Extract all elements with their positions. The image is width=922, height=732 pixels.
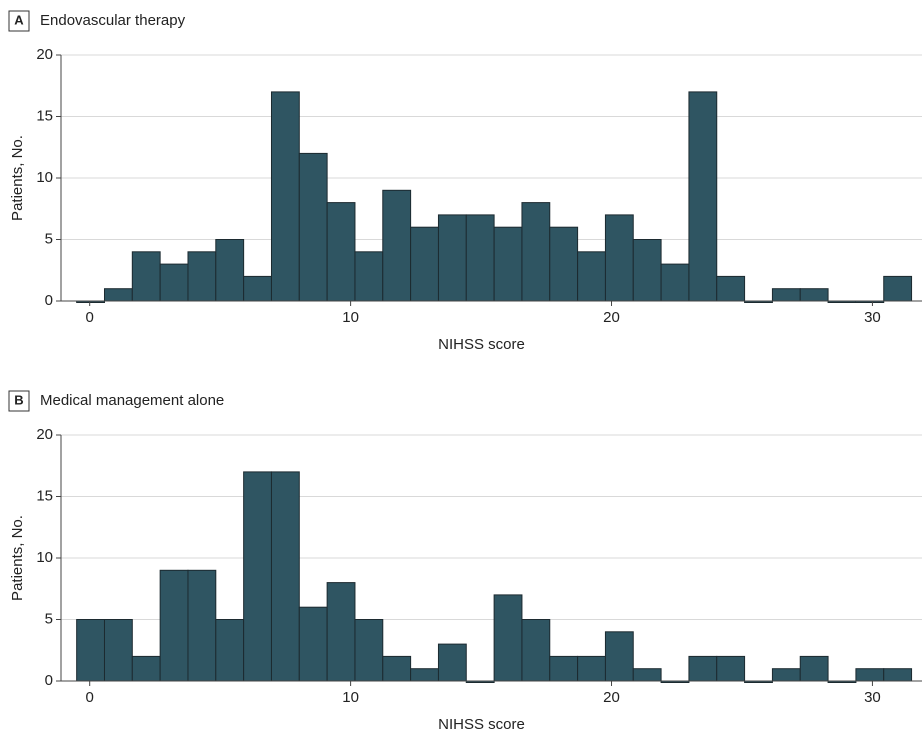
bar <box>354 251 384 302</box>
y-tick-label: 15 <box>36 487 53 504</box>
bar <box>883 668 913 682</box>
bar <box>521 619 551 682</box>
panel-label: A <box>14 12 24 27</box>
bar <box>716 655 746 682</box>
bar <box>521 202 551 302</box>
bar <box>688 91 718 302</box>
bar <box>243 471 272 682</box>
bar <box>604 214 634 302</box>
y-tick-label: 15 <box>36 107 53 124</box>
panel-label-box <box>8 390 30 412</box>
bar <box>159 263 189 302</box>
bar <box>771 668 801 682</box>
bar <box>187 251 217 302</box>
bar <box>410 226 439 302</box>
panel-label-box <box>8 10 30 32</box>
y-tick-label: 5 <box>45 230 53 247</box>
bar <box>799 288 829 302</box>
bar <box>465 214 495 302</box>
bar <box>103 619 133 682</box>
x-tick-label: 0 <box>86 309 94 326</box>
bar <box>187 569 217 682</box>
panel-title: Endovascular therapy <box>40 12 186 29</box>
bar <box>549 655 579 682</box>
y-axis-title: Patients, No. <box>9 515 26 601</box>
bar <box>354 619 384 682</box>
bar <box>243 275 272 302</box>
bar <box>326 582 356 682</box>
x-tick-label: 20 <box>603 689 620 706</box>
bar <box>688 655 718 682</box>
bar <box>632 239 662 302</box>
bar <box>382 189 412 302</box>
bar <box>215 619 245 682</box>
bar <box>660 263 690 302</box>
panel-label: B <box>14 392 23 407</box>
bar <box>326 202 356 302</box>
bar <box>771 288 801 302</box>
bar <box>493 226 523 302</box>
y-tick-label: 5 <box>45 610 53 627</box>
bar <box>716 275 746 302</box>
bar <box>215 239 245 302</box>
bar <box>577 655 606 682</box>
bar <box>855 668 885 682</box>
bar <box>270 471 300 682</box>
x-tick-label: 10 <box>342 309 359 326</box>
bar <box>437 643 467 682</box>
y-tick-label: 10 <box>36 169 53 186</box>
x-tick-label: 30 <box>864 309 881 326</box>
y-tick-label: 0 <box>45 672 53 689</box>
y-tick-label: 20 <box>36 426 53 443</box>
y-axis-title: Patients, No. <box>9 135 26 221</box>
bar <box>493 594 523 682</box>
x-tick-label: 0 <box>86 689 94 706</box>
bar <box>270 91 300 302</box>
x-tick-label: 10 <box>342 689 359 706</box>
y-tick-label: 10 <box>36 549 53 566</box>
bar <box>604 631 634 682</box>
x-axis-title: NIHSS score <box>438 336 525 353</box>
bar <box>632 668 662 682</box>
bar <box>298 152 328 302</box>
bar <box>131 251 161 302</box>
bar <box>549 226 579 302</box>
bar <box>159 569 189 682</box>
bar <box>103 288 133 302</box>
bar <box>799 655 829 682</box>
bar <box>577 251 606 302</box>
x-tick-label: 20 <box>603 309 620 326</box>
y-tick-label: 20 <box>36 46 53 63</box>
x-tick-label: 30 <box>864 689 881 706</box>
x-axis-title: NIHSS score <box>438 716 525 732</box>
bar <box>410 668 439 682</box>
bar <box>437 214 467 302</box>
panel-title: Medical management alone <box>40 392 224 409</box>
bar <box>76 619 105 682</box>
y-tick-label: 0 <box>45 292 53 309</box>
bar <box>131 655 161 682</box>
bar <box>883 275 913 302</box>
bar <box>298 606 328 682</box>
bar <box>382 655 412 682</box>
